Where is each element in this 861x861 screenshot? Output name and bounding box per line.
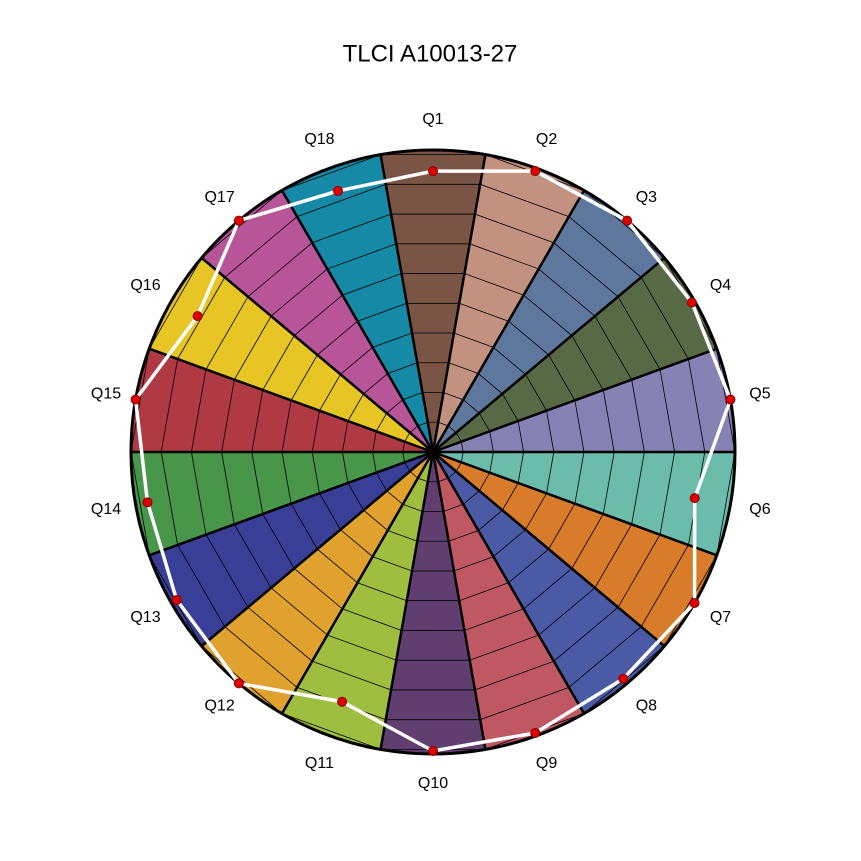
sector (433, 257, 717, 452)
spoke (379, 451, 435, 750)
data-point (686, 297, 697, 308)
category-label: Q5 (749, 386, 770, 403)
spoke (431, 154, 487, 453)
data-point (618, 673, 629, 684)
sector (433, 154, 584, 452)
data-point (530, 166, 541, 177)
category-label: Q10 (418, 775, 448, 792)
spoke (432, 451, 666, 648)
category-label: Q6 (749, 501, 770, 518)
chart-title: TLCI A10013-27 (343, 40, 518, 67)
sector (149, 452, 433, 647)
spoke (280, 189, 435, 453)
sector (433, 190, 665, 452)
sector (201, 190, 433, 452)
sector (282, 452, 433, 750)
sector (380, 452, 486, 754)
spoke (148, 450, 434, 557)
data-point (622, 215, 633, 226)
category-label: Q3 (636, 189, 657, 206)
category-label: Q12 (204, 698, 234, 715)
category-label: Q9 (536, 755, 557, 772)
category-label: Q18 (304, 131, 334, 148)
spoke (432, 347, 718, 454)
data-point (192, 311, 203, 322)
spoke (431, 189, 586, 453)
category-label: Q4 (710, 277, 731, 294)
spoke (431, 451, 487, 750)
data-point (233, 215, 244, 226)
category-label: Q1 (422, 111, 443, 128)
category-label: Q16 (130, 277, 160, 294)
data-point (233, 678, 244, 689)
sector (433, 452, 665, 714)
sector (433, 348, 735, 452)
data-point (725, 394, 736, 405)
sector (131, 452, 433, 556)
data-point (171, 594, 182, 605)
data-point (142, 497, 153, 508)
sector (282, 154, 433, 452)
data-point (337, 696, 348, 707)
category-label: Q8 (636, 698, 657, 715)
sector (433, 452, 584, 750)
category-label: Q7 (710, 609, 731, 626)
sector (433, 452, 717, 647)
sector (149, 257, 433, 452)
data-point (332, 185, 343, 196)
category-label: Q15 (91, 386, 121, 403)
data-point (428, 745, 438, 756)
spoke (200, 256, 434, 453)
category-label: Q13 (130, 609, 160, 626)
data-point (530, 727, 541, 738)
spoke (432, 256, 666, 453)
sector (201, 452, 433, 714)
spoke (280, 451, 435, 715)
category-label: Q17 (204, 189, 234, 206)
spoke (148, 347, 434, 454)
data-point (689, 598, 700, 608)
sector (380, 150, 486, 452)
data-point (130, 394, 141, 405)
data-point (689, 493, 700, 504)
category-label: Q2 (536, 131, 557, 148)
spoke (200, 451, 434, 648)
sector (131, 348, 433, 452)
spoke (431, 451, 586, 715)
spoke (379, 154, 435, 453)
category-label: Q14 (91, 501, 121, 518)
data-point (428, 166, 438, 177)
spoke (432, 450, 718, 557)
category-label: Q11 (305, 755, 334, 772)
sector (433, 452, 735, 556)
